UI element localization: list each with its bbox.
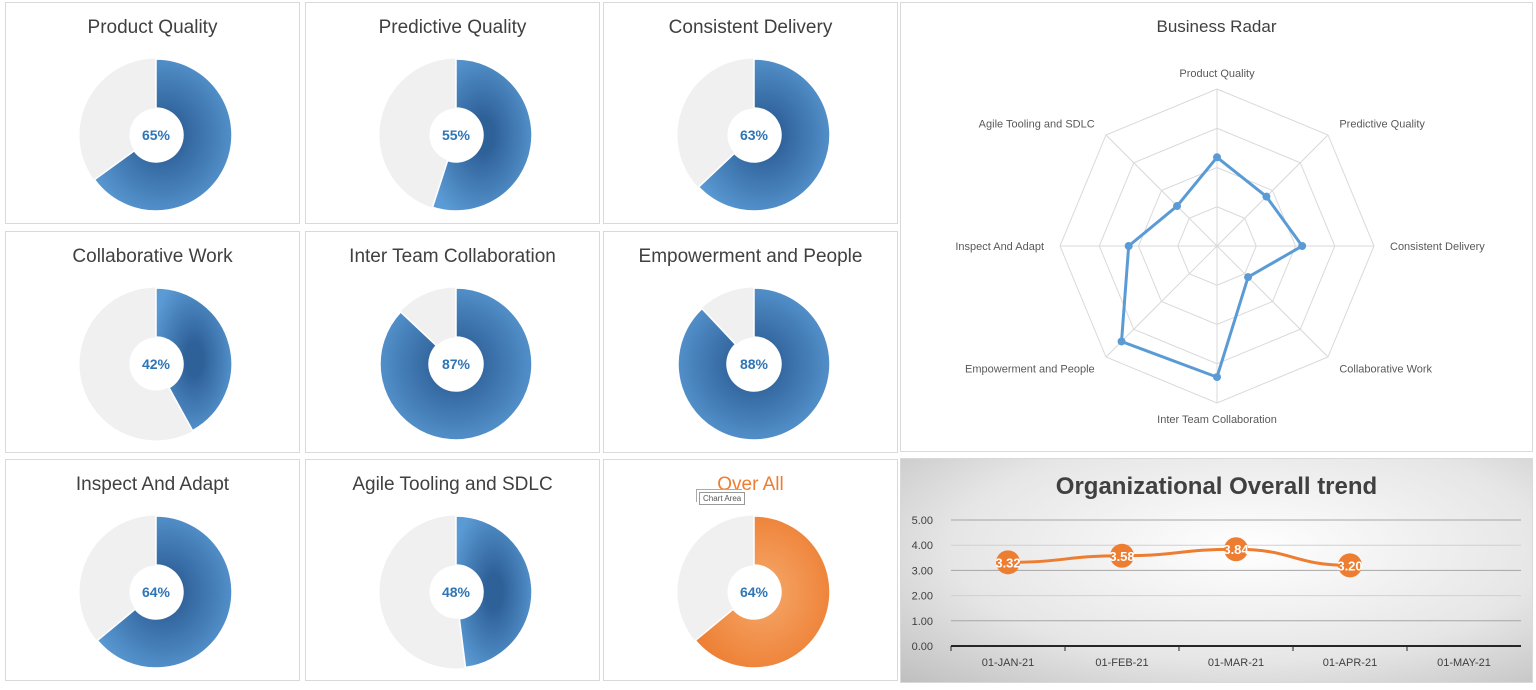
donut-segment — [93, 58, 233, 212]
donut-percent: 87% — [442, 356, 471, 372]
radar-spoke — [1216, 134, 1329, 247]
x-tick-label: 01-JAN-21 — [982, 657, 1035, 669]
donut-title: Product Quality — [87, 17, 218, 38]
trend-data-label: 3.20 — [1337, 558, 1362, 573]
trend-plot: 0.00 1.00 2.00 3.00 4.00 5.00 01-JAN-21 01-FEB-… — [912, 515, 1521, 669]
radar-point — [1213, 153, 1221, 162]
donut-chart-over-all[interactable]: Over All Chart Area 64% — [603, 459, 898, 681]
y-tick-label: 3.00 — [912, 565, 933, 577]
donut: 63% — [677, 58, 831, 212]
trend-data-label: 3.84 — [1223, 542, 1249, 557]
x-tick-label: 01-FEB-21 — [1095, 657, 1148, 669]
donut-segment — [379, 287, 533, 441]
trend-data-label: 3.32 — [995, 555, 1020, 570]
donut-title: Empowerment and People — [638, 246, 863, 267]
y-tick-label: 4.00 — [912, 540, 933, 552]
y-tick-label: 1.00 — [912, 616, 933, 628]
donut-title: Consistent Delivery — [668, 17, 833, 38]
donut-segment — [96, 515, 233, 669]
x-tick-label: 01-MAY-21 — [1437, 657, 1491, 669]
donut-chart-agile-tooling-and-sdlc[interactable]: Agile Tooling and SDLC 48% — [305, 459, 600, 681]
x-tick-label: 01-APR-21 — [1323, 657, 1377, 669]
trend-point — [1110, 543, 1134, 568]
donut-segment — [694, 515, 831, 669]
radar-axis-label: Inspect And Adapt — [955, 241, 1044, 253]
trend-point — [1338, 553, 1362, 578]
radar-point — [1213, 373, 1221, 382]
radar-point — [1173, 202, 1182, 211]
donut-title: Inter Team Collaboration — [349, 246, 556, 267]
donut-title: Predictive Quality — [378, 17, 527, 38]
chart-area-tooltip: Chart Area — [699, 492, 746, 505]
radar-axis-label: Empowerment and People — [965, 363, 1095, 375]
donut-percent: 64% — [142, 584, 171, 600]
trend-line — [1007, 547, 1351, 567]
donut-percent: 55% — [442, 127, 471, 143]
radar-point — [1262, 192, 1271, 201]
donut-chart-predictive-quality[interactable]: Predictive Quality 55% — [305, 2, 600, 224]
donut-segment — [155, 287, 233, 432]
trend-data-label: 3.58 — [1109, 549, 1134, 564]
donut: 64% — [79, 515, 233, 669]
radar-axis-label: Product Quality — [1179, 68, 1255, 80]
y-tick-label: 5.00 — [912, 515, 933, 527]
radar-point — [1124, 242, 1133, 250]
business-radar-chart[interactable]: Business Radar Product Quality Predictive… — [900, 2, 1533, 452]
radar-title: Business Radar — [1156, 17, 1277, 36]
radar-point — [1117, 337, 1126, 346]
donut: 65% — [79, 58, 233, 212]
overall-trend-chart[interactable]: Organizational Overall trend 0.00 1.00 2.0… — [900, 458, 1533, 683]
x-tick-label: 01-MAR-21 — [1208, 657, 1264, 669]
y-tick-label: 2.00 — [912, 591, 933, 603]
radar-series-line — [1119, 155, 1305, 380]
trend-title: Organizational Overall trend — [1055, 473, 1378, 500]
trend-point — [1224, 537, 1248, 562]
donut-percent: 88% — [740, 356, 769, 372]
radar-spoke — [1105, 134, 1218, 247]
radar-axis-label: Collaborative Work — [1339, 363, 1432, 375]
radar-axis-label: Agile Tooling and SDLC — [979, 119, 1095, 131]
donut-chart-inspect-and-adapt[interactable]: Inspect And Adapt 64% — [5, 459, 300, 681]
donut: 55% — [379, 58, 533, 212]
donut-chart-product-quality[interactable]: Product Quality 65% — [5, 2, 300, 224]
donut-percent: 63% — [740, 127, 769, 143]
donut-chart-collaborative-work[interactable]: Collaborative Work 42% — [5, 231, 300, 453]
radar-spoke — [1105, 245, 1218, 358]
radar-axis-label: Inter Team Collaboration — [1157, 414, 1277, 426]
donut-percent: 42% — [142, 356, 171, 372]
donut-segment — [697, 58, 831, 212]
donut-percent: 48% — [442, 584, 471, 600]
trend-point — [996, 550, 1020, 575]
donut: 64% — [677, 515, 831, 669]
radar-plot: Product Quality Predictive Quality Consist… — [955, 68, 1485, 426]
donut-segment — [677, 287, 831, 441]
donut-chart-inter-team-collaboration[interactable]: Inter Team Collaboration 87% — [305, 231, 600, 453]
donut-title: Collaborative Work — [72, 246, 233, 267]
radar-spoke — [1216, 245, 1329, 358]
donut: 42% — [79, 287, 233, 441]
donut-percent: 64% — [740, 584, 769, 600]
donut-segment — [431, 58, 533, 212]
radar-point — [1298, 242, 1307, 250]
radar-axis-label: Predictive Quality — [1339, 119, 1425, 131]
donut-title: Inspect And Adapt — [75, 474, 230, 495]
donut-segment — [455, 515, 533, 669]
donut-title: Over All — [717, 474, 784, 495]
donut: 87% — [379, 287, 533, 441]
radar-point — [1244, 273, 1253, 282]
donut-chart-consistent-delivery[interactable]: Consistent Delivery 63% — [603, 2, 898, 224]
radar-axis-label: Consistent Delivery — [1390, 241, 1485, 253]
donut-percent: 65% — [142, 127, 171, 143]
donut-chart-empowerment-and-people[interactable]: Empowerment and People 88% — [603, 231, 898, 453]
y-tick-label: 0.00 — [912, 641, 933, 653]
donut: 48% — [379, 515, 533, 669]
donut: 88% — [677, 287, 831, 441]
donut-title: Agile Tooling and SDLC — [352, 474, 553, 495]
